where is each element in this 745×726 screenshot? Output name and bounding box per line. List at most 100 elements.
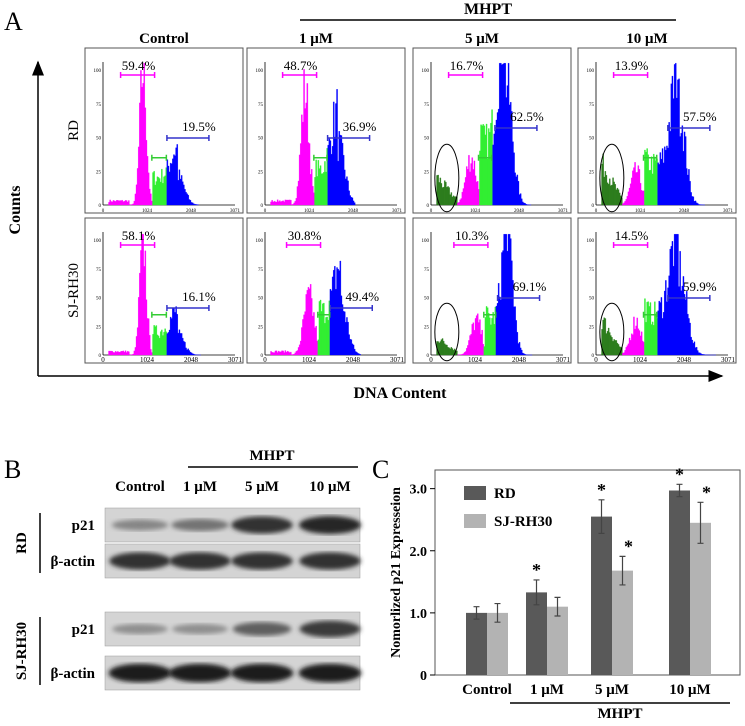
histogram-y-tick: 75	[424, 103, 430, 108]
blot-band	[169, 552, 231, 570]
histogram-sub	[601, 153, 623, 206]
blot-band	[231, 552, 293, 570]
histogram-x-tick: 2048	[346, 356, 361, 364]
row-label: RD	[66, 120, 82, 141]
histogram-y-tick: 0	[261, 354, 264, 359]
sub-g1-circle	[434, 143, 460, 213]
plot-frame	[434, 469, 741, 676]
y-tick-label: 3.0	[410, 483, 428, 498]
histogram-sub	[601, 317, 623, 356]
histogram-frame	[412, 217, 572, 364]
histogram-x-tick: 0	[263, 356, 267, 364]
block-label: RD	[14, 532, 30, 554]
g1-percent: 16.7%	[450, 58, 484, 73]
band-label: β-actin	[50, 666, 95, 682]
histogram-x-tick: 3071	[392, 209, 403, 214]
histogram-y-tick: 25	[96, 325, 102, 330]
histogram-x-tick: 1024	[470, 209, 481, 214]
histogram-y-tick: 75	[589, 103, 595, 108]
panel-letter: B	[4, 455, 21, 484]
histogram-s	[644, 148, 658, 206]
legend-label: SJ-RH30	[494, 514, 552, 530]
y-tick-label: 2.0	[410, 545, 428, 560]
histogram-x-tick: 3071	[228, 356, 243, 364]
histogram-y-tick: 75	[589, 268, 595, 273]
blot-band	[168, 663, 232, 683]
histogram-x-tick: 3071	[558, 209, 569, 214]
band-label: p21	[72, 518, 95, 534]
bar	[612, 570, 633, 675]
histogram-sub	[436, 338, 458, 356]
histogram-frame	[84, 47, 244, 214]
error-bar	[697, 501, 704, 544]
histogram-g2	[166, 144, 199, 206]
histogram-g1	[270, 284, 318, 356]
histogram-g2	[492, 63, 532, 206]
histogram-y-tick: 50	[424, 297, 430, 302]
histogram-y-tick: 0	[99, 204, 102, 209]
g2-percent: 36.9%	[343, 119, 377, 134]
lane-label: 10 μM	[309, 479, 350, 495]
blot-band	[111, 519, 169, 531]
histogram-g1	[270, 69, 315, 206]
histogram-g2	[495, 234, 533, 356]
group-label: MHPT	[598, 706, 643, 721]
histogram-y-tick: 0	[592, 354, 595, 359]
g2-percent: 69.1%	[513, 279, 547, 294]
g2-percent: 57.5%	[683, 109, 717, 124]
row-label: SJ-RH30	[66, 263, 82, 318]
bar	[669, 490, 690, 675]
x-axis-label: DNA Content	[354, 385, 448, 402]
histogram-x-tick: 0	[102, 209, 105, 214]
histogram-x-tick: 0	[264, 209, 267, 214]
histogram-y-tick: 50	[589, 297, 595, 302]
blot-band	[230, 663, 294, 683]
blot-band	[299, 552, 361, 570]
error-bar	[619, 555, 626, 586]
g2-percent: 59.9%	[683, 279, 717, 294]
blot-band	[298, 516, 362, 534]
histogram-frame	[246, 217, 406, 364]
g1-percent: 30.8%	[288, 228, 322, 243]
histogram-y-tick: 25	[424, 325, 430, 330]
histogram-x-tick: 0	[595, 209, 598, 214]
lane-label: 1 μM	[183, 479, 217, 495]
y-tick-label: 0	[420, 669, 427, 684]
histogram-y-tick: 75	[258, 103, 264, 108]
histogram-x-tick: 3071	[721, 356, 736, 364]
panel-letter: C	[372, 455, 389, 484]
g1-percent: 14.5%	[615, 228, 649, 243]
histogram-y-tick: 100	[256, 69, 264, 74]
histogram-y-tick: 75	[96, 268, 102, 273]
histogram-x-tick: 3071	[230, 209, 241, 214]
histogram-s	[483, 306, 497, 356]
blot-band	[299, 620, 361, 638]
histogram-x-tick: 2048	[679, 209, 690, 214]
x-tick-label: 10 μM	[669, 682, 710, 698]
histogram-g2	[327, 89, 356, 206]
histogram-y-tick: 100	[587, 69, 595, 74]
histogram-s	[152, 167, 167, 206]
band-label: β-actin	[50, 554, 95, 570]
g2-percent: 16.1%	[182, 289, 216, 304]
g1-percent: 48.7%	[284, 58, 318, 73]
histogram-y-tick: 25	[258, 170, 264, 175]
g2-percent: 49.4%	[345, 289, 379, 304]
histogram-s	[152, 325, 167, 356]
bar	[526, 592, 547, 675]
histogram-y-tick: 50	[589, 137, 595, 142]
histogram-x-tick: 1024	[302, 356, 317, 364]
histogram-y-tick: 75	[424, 268, 430, 273]
histogram-x-tick: 2048	[348, 209, 359, 214]
histogram-x-tick: 2048	[514, 209, 525, 214]
blot-band	[108, 663, 172, 683]
legend-swatch	[464, 514, 486, 528]
bar	[466, 612, 487, 675]
histogram-y-tick: 100	[94, 239, 102, 244]
histogram-g1	[622, 162, 645, 206]
sub-g1-circle	[434, 302, 460, 362]
g1-percent: 13.9%	[615, 58, 649, 73]
histogram-y-tick: 100	[587, 239, 595, 244]
histogram-y-tick: 75	[96, 103, 102, 108]
histogram-y-tick: 25	[424, 170, 430, 175]
